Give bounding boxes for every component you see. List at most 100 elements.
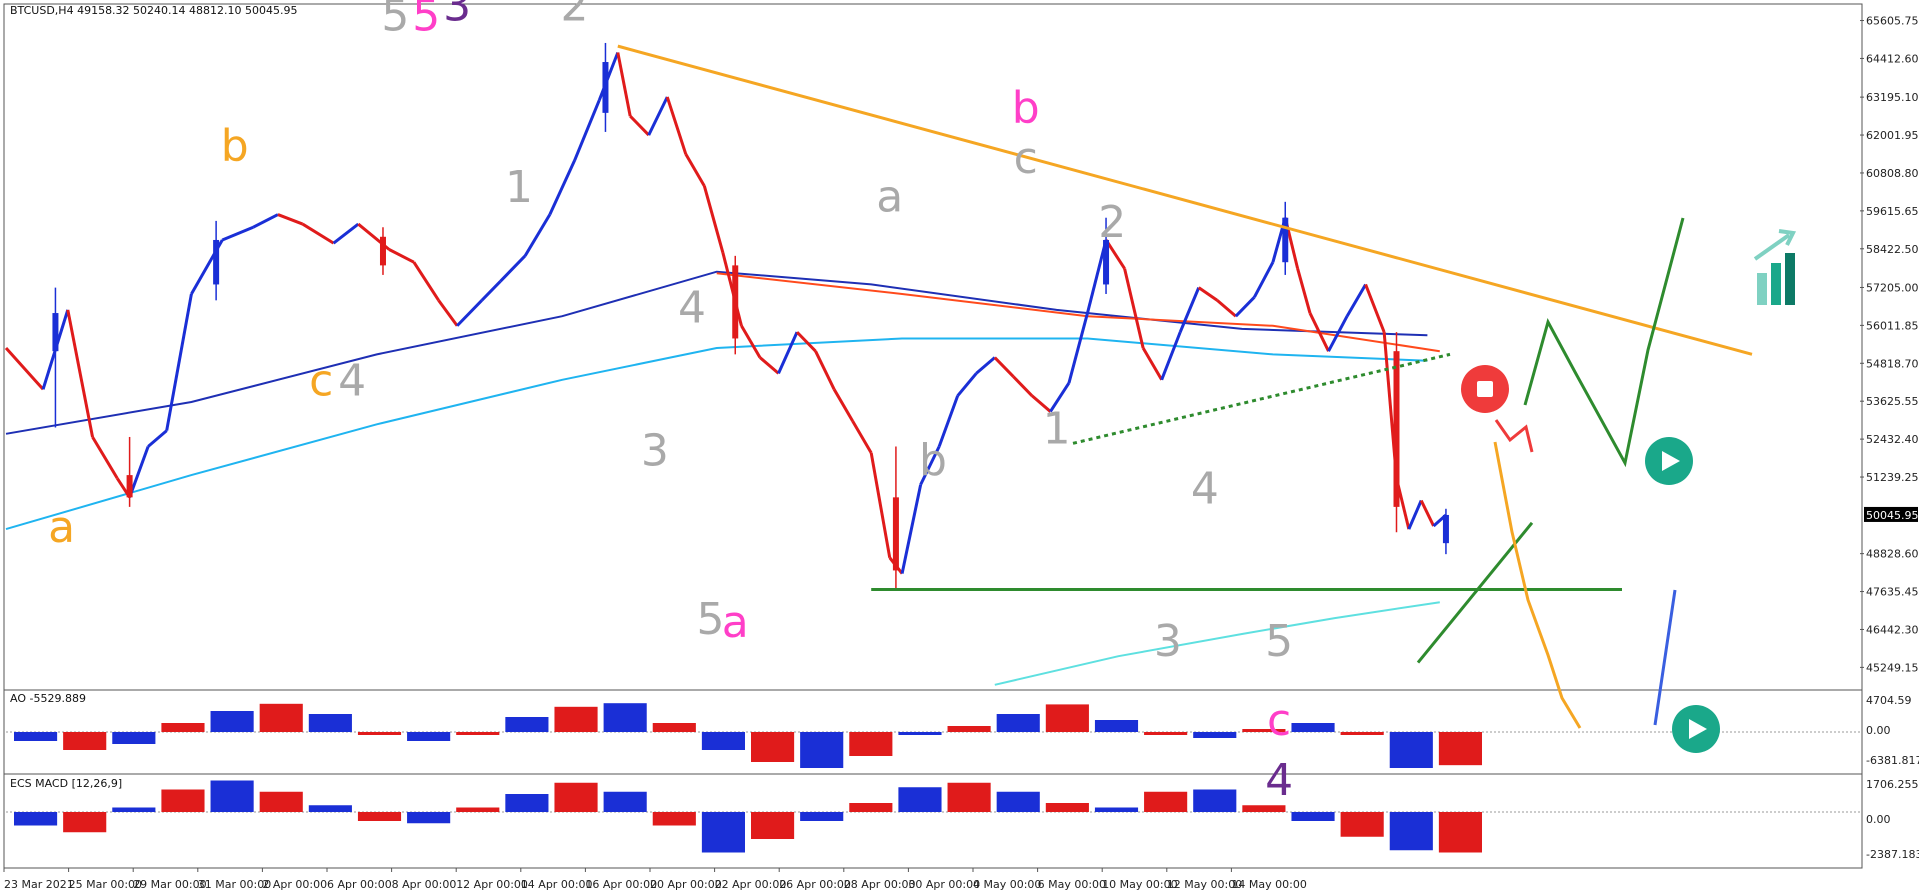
x-tick-label: 16 Apr 00:00 — [585, 878, 657, 891]
indicator-tick-label: -2387.1837 — [1866, 848, 1919, 861]
wave-label: 2 — [1098, 197, 1126, 248]
price-segment — [1407, 499, 1423, 530]
price-segment — [814, 350, 836, 390]
price-segment — [1086, 239, 1108, 314]
y-tick-label: 63195.10 — [1866, 91, 1919, 104]
wave-label: 1 — [505, 162, 533, 213]
ao-histogram-bar — [357, 732, 402, 735]
price-segment — [900, 484, 923, 574]
wave-label: 1 — [1043, 403, 1071, 454]
x-tick-label: 29 Mar 00:00 — [133, 878, 206, 891]
price-segment — [4, 346, 45, 391]
wave-label: 4 — [1191, 464, 1219, 515]
y-tick-label: 46442.30 — [1866, 623, 1919, 636]
ao-histogram-bar — [63, 732, 107, 750]
x-tick-label: 4 May 00:00 — [973, 878, 1041, 891]
price-segment — [1419, 499, 1435, 527]
price-segment — [165, 293, 193, 431]
indicator-layer: 4704.59 0.00 -6381.817 1706.255 0.00 -2387.18… — [6, 694, 1919, 861]
macd-histogram-bar — [259, 791, 303, 812]
wave-label: b — [919, 435, 947, 486]
price-segment — [277, 213, 304, 226]
price-segment — [548, 159, 576, 216]
y-tick-label: 50045.95 — [1866, 509, 1919, 522]
ao-indicator-label: AO -5529.889 — [10, 692, 86, 705]
moving-average-line — [994, 601, 1440, 686]
axis-layer: 65605.75 64412.60 63195.10 62001.95 60808.80… — [3, 15, 1919, 891]
trendline-layer — [617, 44, 1753, 729]
macd-histogram-bar — [554, 782, 598, 812]
ao-histogram-bar — [1389, 732, 1433, 768]
ao-histogram-bar — [603, 703, 647, 732]
ao-histogram-bar — [1438, 732, 1482, 766]
macd-histogram-bar — [112, 807, 156, 812]
price-segment — [1123, 268, 1145, 349]
candle-body — [213, 239, 220, 285]
price-segment — [1364, 283, 1386, 333]
price-segment — [1030, 394, 1052, 413]
candle-body — [1393, 351, 1400, 507]
price-segment — [777, 331, 799, 375]
macd-histogram-bar — [603, 791, 647, 812]
wave-label: a — [876, 171, 903, 222]
price-segment — [597, 51, 620, 101]
wave-label: c — [1014, 133, 1038, 184]
price-segment — [1104, 239, 1126, 270]
price-segment — [684, 153, 706, 187]
orange-scenario-arrow — [1493, 441, 1582, 729]
ao-histogram-bar — [456, 732, 500, 735]
moving-average-layer — [5, 270, 1440, 686]
red-scenario-arrow — [1494, 419, 1534, 453]
y-tick-label: 47635.45 — [1866, 586, 1919, 599]
price-segment — [647, 96, 669, 136]
short-support-line — [1416, 521, 1534, 664]
play-icon — [1645, 437, 1693, 485]
macd-histogram-bar — [751, 812, 795, 839]
price-segment — [1253, 261, 1275, 298]
y-tick-label: 56011.85 — [1866, 319, 1919, 332]
price-segment — [758, 356, 780, 375]
ao-histogram-bar — [1144, 732, 1188, 735]
candle-body — [379, 236, 386, 266]
x-tick-label: 25 Mar 00:00 — [69, 878, 142, 891]
macd-histogram-bar — [210, 780, 254, 812]
candle-body — [1442, 514, 1449, 544]
price-segment — [721, 252, 743, 327]
price-segment — [301, 222, 335, 245]
ao-histogram-bar — [161, 723, 205, 732]
macd-histogram-bar — [1193, 789, 1237, 812]
ao-histogram-bar — [1340, 732, 1384, 735]
wave-label: 4 — [1265, 755, 1293, 806]
ao-histogram-bar — [800, 732, 844, 768]
y-tick-label: 58422.50 — [1866, 243, 1919, 256]
x-tick-label: 23 Mar 2021 — [4, 878, 74, 891]
wave-label: a — [722, 597, 749, 648]
y-tick-label: 57205.00 — [1866, 281, 1919, 294]
macd-histogram-bar — [1094, 807, 1139, 812]
ao-histogram-bar — [947, 726, 991, 732]
price-segment — [1197, 286, 1219, 302]
indicator-tick-label: 4704.59 — [1866, 694, 1912, 707]
macd-histogram-bar — [357, 812, 402, 821]
macd-histogram-bar — [456, 807, 500, 812]
price-segment — [128, 445, 150, 498]
price-segment — [795, 331, 817, 353]
candle-body — [126, 475, 133, 498]
price-segment — [66, 309, 94, 438]
wave-label: 4 — [678, 283, 706, 334]
ao-histogram-bar — [751, 732, 795, 762]
y-tick-label: 45249.15 — [1866, 661, 1919, 674]
y-tick-label: 60808.80 — [1866, 167, 1919, 180]
y-tick-label: 53625.55 — [1866, 395, 1919, 408]
macd-histogram-bar — [505, 794, 549, 812]
x-tick-label: 26 Apr 00:00 — [779, 878, 851, 891]
x-tick-label: 14 May 00:00 — [1231, 878, 1306, 891]
y-tick-label: 59615.65 — [1866, 205, 1919, 218]
blue-scenario-arrow — [1653, 589, 1677, 726]
macd-histogram-bar — [1438, 812, 1482, 853]
ao-histogram-bar — [308, 714, 352, 732]
price-segment — [616, 52, 632, 117]
wave-label: 2 — [561, 0, 589, 32]
